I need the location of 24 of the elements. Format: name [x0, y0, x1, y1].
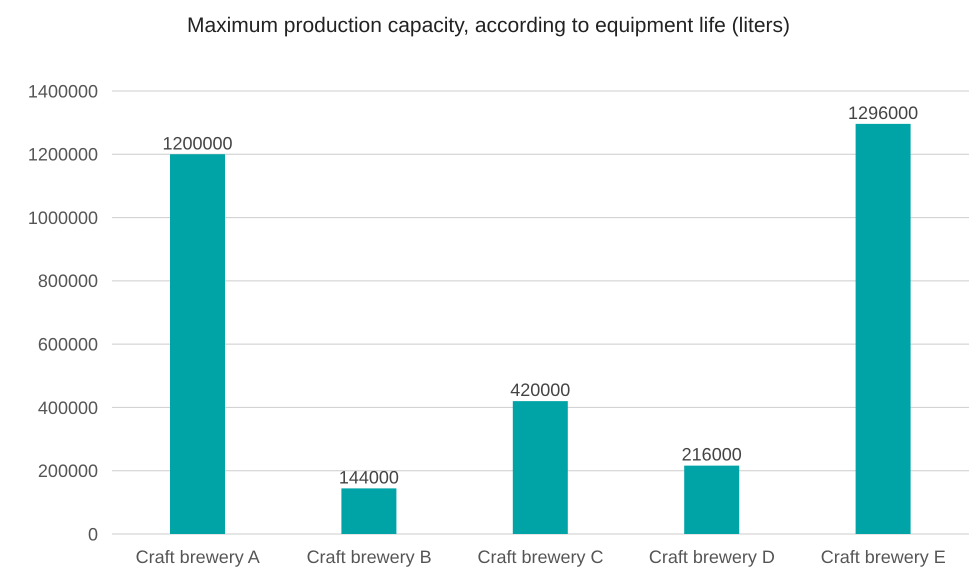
x-tick-label: Craft brewery E [820, 546, 946, 567]
data-label: 1200000 [162, 133, 233, 154]
bar [856, 124, 911, 534]
data-label: 216000 [682, 444, 742, 465]
y-tick-label: 200000 [38, 461, 98, 482]
y-tick-label: 0 [88, 524, 98, 544]
y-tick-label: 600000 [38, 334, 98, 355]
y-tick-label: 1400000 [28, 81, 98, 102]
data-label: 1296000 [848, 102, 918, 123]
x-tick-label: Craft brewery C [477, 546, 604, 567]
bar [341, 488, 396, 534]
bar [684, 466, 740, 534]
data-label: 420000 [510, 380, 570, 400]
x-tick-label: Craft brewery B [306, 546, 432, 567]
y-tick-label: 800000 [38, 271, 98, 292]
y-tick-label: 1000000 [28, 208, 98, 228]
y-tick-label: 1200000 [28, 144, 98, 165]
bar [512, 401, 568, 534]
bar [170, 154, 225, 534]
chart-title: Maximum production capacity, according to equipment life (liters) [186, 14, 792, 38]
y-tick-label: 400000 [38, 398, 98, 418]
data-label: 144000 [338, 467, 399, 488]
x-tick-label: Craft brewery D [648, 546, 775, 567]
x-tick-label: Craft brewery A [136, 546, 260, 567]
